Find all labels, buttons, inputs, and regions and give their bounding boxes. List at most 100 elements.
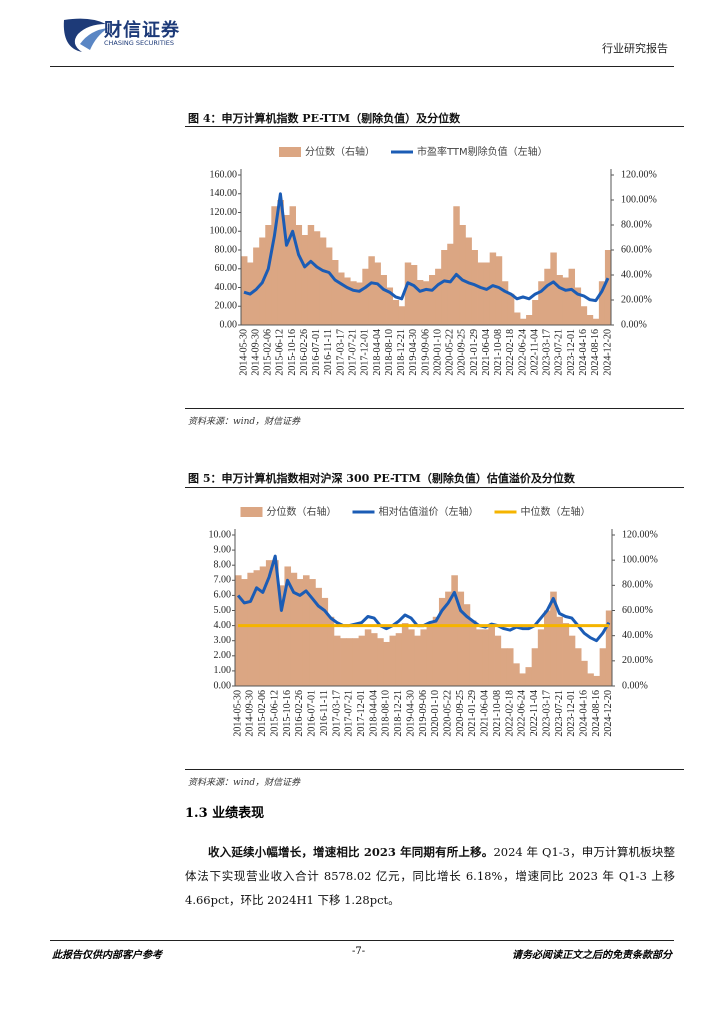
bar	[459, 225, 466, 325]
x-tick-label: 2016-07-01	[311, 329, 322, 376]
bar	[315, 587, 322, 686]
bar	[377, 638, 384, 686]
bar	[350, 281, 357, 325]
y2-tick-label: 80.00%	[621, 219, 652, 230]
x-tick-label: 2017-07-21	[348, 329, 359, 376]
bar	[429, 275, 436, 325]
bar	[604, 250, 612, 325]
bar	[574, 648, 582, 686]
x-tick-label: 2022-06-24	[517, 690, 528, 737]
legend-label: 中位数（左轴）	[521, 505, 591, 518]
bar	[586, 315, 594, 325]
bar	[599, 648, 607, 686]
bar	[398, 306, 406, 325]
x-tick-label: 2023-03-17	[541, 690, 552, 737]
bar	[519, 673, 526, 686]
bar	[389, 635, 397, 686]
x-tick-label: 2016-11-11	[323, 329, 334, 375]
bar	[356, 282, 363, 325]
x-tick-label: 2014-09-30	[245, 690, 256, 737]
bar	[438, 597, 446, 686]
x-tick-label: 2014-05-30	[232, 690, 243, 737]
legend-label: 分位数（右轴）	[267, 505, 337, 518]
bar	[370, 633, 378, 686]
bar	[331, 260, 339, 325]
x-tick-label: 2017-03-17	[335, 329, 346, 376]
legend-label: 相对估值溢价（左轴）	[379, 505, 479, 518]
x-tick-label: 2018-04-04	[368, 690, 379, 737]
bar	[500, 648, 508, 686]
bar	[414, 635, 421, 686]
caption-rule	[185, 487, 684, 488]
x-tick-label: 2019-09-06	[418, 690, 429, 737]
y-tick-label: 5.00	[214, 605, 232, 616]
x-tick-label: 2016-02-26	[299, 329, 310, 376]
bar	[526, 315, 533, 325]
x-tick-label: 2022-11-04	[529, 690, 540, 736]
bar	[313, 231, 321, 325]
x-tick-label: 2022-02-18	[505, 329, 516, 376]
y-tick-label: 3.00	[214, 635, 232, 646]
x-tick-label: 2020-09-25	[455, 690, 466, 737]
bar	[364, 629, 372, 686]
header-rule	[50, 66, 674, 67]
x-tick-label: 2015-06-12	[275, 329, 286, 376]
bar	[550, 252, 557, 325]
x-tick-label: 2021-10-08	[492, 690, 503, 737]
x-tick-label: 2021-01-29	[469, 329, 480, 376]
footer-note: 此报告仅供内部客户参考	[52, 950, 162, 961]
bar	[241, 256, 248, 325]
y-tick-label: 7.00	[214, 575, 232, 586]
bar	[380, 275, 387, 325]
bar	[247, 572, 254, 686]
bar	[544, 610, 551, 686]
y2-tick-label: 100.00%	[621, 194, 657, 205]
legend-label: 市盈率TTM剔除负值（左轴）	[417, 145, 548, 158]
bar	[482, 629, 489, 686]
footer-disclaimer: 请务必阅读正文之后的免责条款部分	[512, 950, 672, 961]
bar	[598, 281, 606, 325]
x-tick-label: 2018-12-21	[396, 329, 407, 376]
x-tick-label: 2024-04-16	[578, 690, 589, 737]
line	[243, 192, 610, 303]
page-number: -7-	[352, 946, 366, 957]
bar	[278, 585, 285, 686]
y-tick-label: 0.00	[220, 319, 238, 330]
source-rule	[185, 408, 684, 409]
y2-tick-label: 0.00%	[621, 319, 647, 330]
bar	[333, 635, 341, 686]
y2-tick-label: 20.00%	[622, 655, 653, 666]
bar	[416, 280, 424, 325]
bar	[532, 300, 539, 325]
x-tick-label: 2021-01-29	[467, 690, 478, 737]
y2-tick-label: 80.00%	[622, 580, 653, 591]
bar	[302, 575, 310, 686]
y-tick-label: 9.00	[214, 544, 232, 555]
bar	[520, 318, 527, 325]
bar	[513, 312, 521, 325]
x-tick-label: 2017-12-01	[360, 329, 371, 376]
x-tick-label: 2019-09-06	[420, 329, 431, 376]
bar	[392, 300, 400, 325]
bar	[410, 265, 418, 325]
bar	[550, 591, 557, 686]
bar	[587, 673, 594, 686]
x-tick-label: 2018-08-10	[384, 329, 395, 376]
bar	[408, 629, 415, 686]
x-tick-label: 2023-07-21	[554, 329, 565, 376]
y2-tick-label: 60.00%	[621, 244, 652, 255]
y-tick-label: 1.00	[214, 665, 232, 676]
paragraph-body: 2024 年 Q1-3，申万计算机板块整体法下实现营业收入合计 8578.02 …	[185, 845, 676, 907]
bar	[592, 318, 600, 325]
bar	[422, 281, 430, 325]
bar	[435, 268, 442, 325]
bar	[562, 623, 570, 686]
bar	[301, 235, 309, 325]
legend-swatch	[279, 147, 301, 157]
section-heading: 1.3 业绩表现	[185, 806, 265, 821]
bar	[476, 629, 483, 686]
bar	[346, 638, 353, 686]
x-tick-label: 2014-05-30	[238, 329, 249, 376]
x-tick-label: 2024-12-20	[603, 690, 614, 737]
bar	[494, 635, 502, 686]
